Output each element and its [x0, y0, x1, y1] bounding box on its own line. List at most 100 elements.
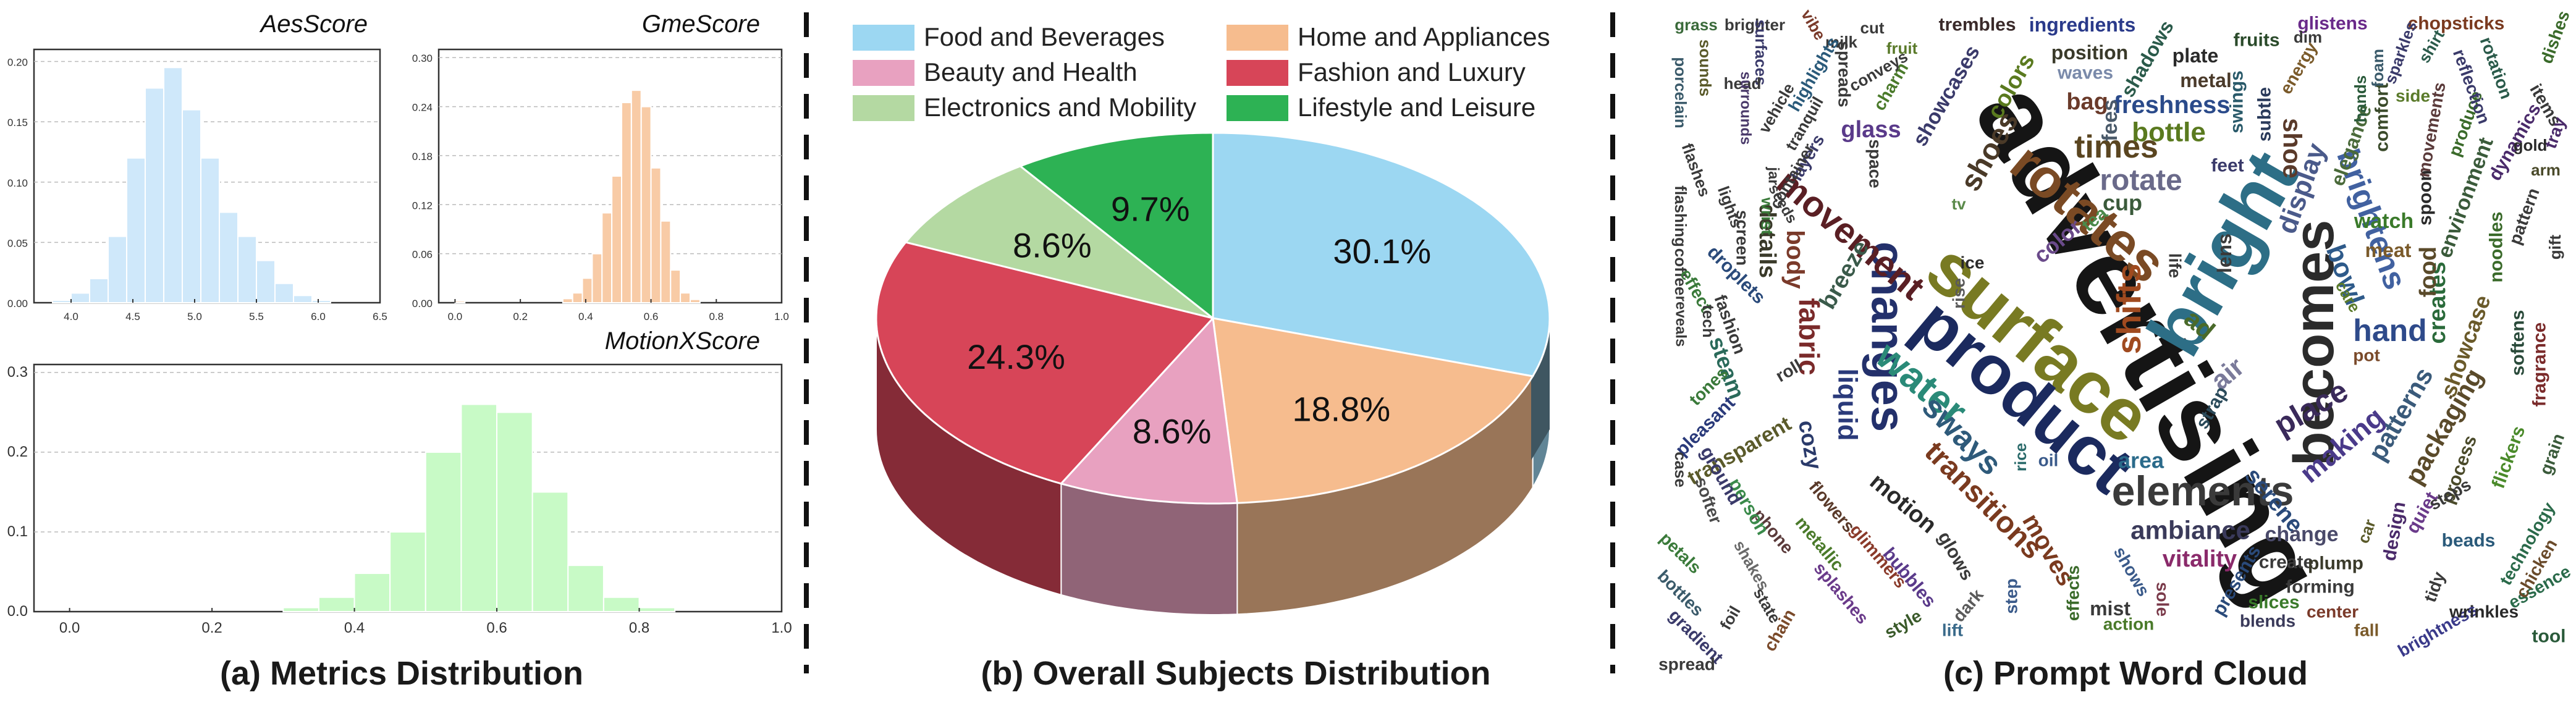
histogram-bar: [630, 90, 642, 303]
word-cloud-word: brighter: [1725, 15, 1785, 34]
word-cloud-word: rotate: [2100, 164, 2182, 197]
histogram-bar: [293, 295, 313, 303]
x-tick-label: 1.0: [771, 620, 792, 636]
word-cloud-word: coffee: [1671, 248, 1690, 296]
word-cloud-word: pattern: [2505, 185, 2543, 247]
word-cloud-word: action: [2103, 615, 2154, 634]
pie-slice-beauty-and-health: [1059, 316, 1239, 505]
word-cloud-word: bottle: [2132, 117, 2206, 148]
word-cloud-word: state: [1750, 584, 1784, 626]
histogram-bar: [52, 300, 72, 304]
word-cloud-word: plump: [2308, 554, 2363, 574]
legend-label: Lifestyle and Leisure: [1298, 93, 1535, 122]
word-cloud-word: dark: [1949, 585, 1987, 626]
word-cloud-word: times: [2074, 129, 2158, 165]
word-cloud-word: subtle: [2255, 87, 2275, 141]
histogram-bar: [581, 277, 593, 303]
word-cloud-word: changes: [1862, 242, 1914, 432]
word-cloud-word: bag: [2066, 89, 2108, 115]
x-tick-label: 0.2: [513, 311, 528, 322]
word-cloud-word: trembles: [1938, 15, 2016, 35]
pie-legend: Food and Beverages Beauty and Health Elect…: [853, 22, 1550, 122]
x-tick-label: 0.4: [578, 311, 593, 322]
y-tick-label: 0.15: [7, 117, 28, 129]
word-cloud-word: design: [2379, 500, 2409, 563]
histogram-bar: [182, 109, 201, 303]
y-tick-label: 0.1: [7, 523, 28, 540]
histogram-bar: [424, 451, 462, 612]
legend-label: Home and Appliances: [1298, 22, 1550, 51]
histogram-bar: [311, 300, 331, 304]
pie-slice-fashion-and-luxury: [875, 241, 1215, 485]
word-cloud-word: details: [1754, 204, 1780, 278]
word-cloud-word: beads: [2442, 531, 2496, 551]
word-cloud-word: gift: [2546, 234, 2564, 259]
word-cloud-word: fruits: [2234, 30, 2280, 51]
word-cloud-word: comfort: [2372, 83, 2392, 152]
word-cloud-word: side: [2396, 86, 2430, 106]
word-cloud-word: surfaces: [1752, 20, 1770, 86]
x-tick-label: 1.0: [774, 311, 789, 322]
word-cloud-word: shifts: [2109, 264, 2148, 355]
word-cloud-word: energy: [2276, 38, 2321, 97]
word-cloud-word: position: [2051, 41, 2128, 64]
word-cloud-word: change: [2265, 523, 2338, 546]
word-cloud-word: effects: [2064, 565, 2083, 621]
word-cloud-word: dishes: [2536, 8, 2573, 66]
histogram-bar: [256, 259, 276, 303]
pie-data-label: 8.6%: [1013, 225, 1092, 264]
x-tick-label: 5.0: [187, 311, 202, 322]
histogram-bar: [690, 298, 701, 304]
histogram-2: 0.0 0.1 0.2 0.3 0.0 0.2 0.4 0.6 0.8 1.0 MotionXSco…: [7, 327, 792, 636]
word-cloud-word: area: [2118, 448, 2164, 473]
word-cloud-word: splashes: [1810, 558, 1873, 628]
word-cloud-word: softens: [2508, 310, 2528, 376]
word-cloud-word: rice: [2011, 443, 2030, 471]
y-tick-label: 0.2: [7, 444, 28, 460]
pie-data-label: 9.7%: [1111, 190, 1190, 229]
word-cloud-word: waves: [2057, 63, 2113, 83]
panel-a-caption: (a) Metrics Distribution: [220, 655, 583, 692]
histogram-bar: [531, 491, 569, 612]
pie-data-label: 8.6%: [1133, 411, 1212, 450]
word-cloud-word: spreads: [1835, 41, 1854, 107]
x-tick-label: 0.8: [629, 620, 649, 636]
word-cloud-word: slices: [2248, 592, 2299, 613]
pie-slice-lifestyle-and-leisure: [1018, 132, 1214, 321]
word-cloud-word: case: [1671, 452, 1690, 487]
x-tick-label: 6.0: [311, 311, 326, 322]
word-cloud-word: elements: [2112, 468, 2294, 515]
histogram-bar: [660, 220, 672, 304]
word-cloud-word: ice: [1961, 253, 1985, 272]
word-cloud-word: blends: [2240, 612, 2295, 631]
histogram-bar: [274, 282, 294, 303]
x-tick-label: 0.6: [644, 311, 659, 322]
word-cloud-word: lens: [2213, 234, 2236, 273]
y-tick-label: 0.05: [7, 237, 28, 249]
word-cloud-word: ingredients: [2029, 14, 2135, 36]
histogram-bar: [621, 101, 632, 303]
word-cloud-word: tidy: [2420, 569, 2449, 605]
histogram-bar: [670, 269, 682, 303]
pie-slice-home-and-appliances: [1212, 317, 1535, 504]
legend-swatch: [1227, 25, 1288, 51]
word-cloud-word: hands: [2351, 75, 2370, 123]
word-cloud-word: porcelain: [1671, 57, 1690, 129]
x-tick-label: 6.5: [373, 311, 387, 322]
pie-data-label: 30.1%: [1333, 232, 1431, 271]
word-cloud-word: forming: [2286, 577, 2355, 597]
y-tick-label: 0.00: [412, 298, 433, 310]
word-cloud-word: fees: [2098, 99, 2122, 141]
legend-swatch: [853, 25, 914, 51]
histogram-0: 0.00 0.05 0.10 0.15 0.20 4.0 4.5 5.0 5.5 6.0 6.5 Ae…: [7, 11, 387, 322]
legend-swatch: [853, 95, 914, 121]
histogram-bar: [145, 87, 164, 303]
word-cloud-word: cup: [2103, 190, 2142, 216]
histogram-bar: [680, 292, 691, 303]
histogram-bar: [638, 607, 676, 613]
word-cloud-word: life: [2166, 253, 2185, 278]
word-cloud-word: flickers: [2488, 423, 2530, 491]
word-cloud-word: freshness: [2114, 91, 2231, 119]
y-tick-label: 0.20: [7, 57, 28, 69]
